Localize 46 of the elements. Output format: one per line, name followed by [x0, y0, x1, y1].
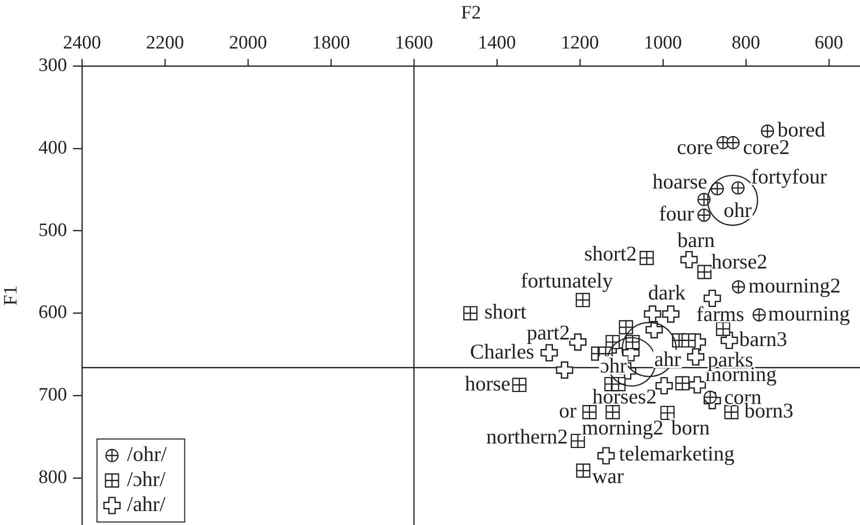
data-label: mourning [768, 301, 850, 326]
data-label: telemarketing [619, 441, 736, 466]
data-label: ɔhr [600, 353, 627, 378]
x-tick-label: 1000 [644, 32, 682, 54]
data-label: barn [677, 228, 716, 252]
x-tick-label: 2200 [146, 32, 184, 54]
data-label: war [592, 464, 624, 488]
data-label: northern2 [486, 424, 568, 448]
x-tick-label: 1200 [560, 32, 599, 54]
data-label: horse2 [711, 250, 768, 274]
legend-label: /ahr/ [127, 492, 166, 516]
data-label: fortyfour [751, 164, 827, 188]
x-tick-label: 2400 [63, 32, 101, 54]
y-tick-label: 400 [38, 137, 67, 158]
data-label: morning2 [582, 416, 664, 440]
data-label: short2 [584, 242, 637, 266]
data-label: fortunately [520, 268, 614, 293]
x-tick-label: 1600 [394, 32, 433, 54]
legend-label: /ɔhr/ [127, 467, 166, 492]
y-tick-label: 500 [38, 220, 67, 241]
data-label: hoarse [652, 169, 708, 194]
x-tick-label: 600 [814, 32, 844, 54]
data-label: born [671, 415, 710, 440]
x-tick-label: 1400 [478, 32, 516, 54]
data-label: dark [648, 280, 686, 305]
y-tick-label: 800 [38, 467, 67, 488]
y-tick-label: 700 [38, 384, 67, 406]
y-tick-label: 300 [38, 54, 67, 76]
y-axis-title: F1 [0, 285, 22, 306]
data-label: ahr [654, 346, 682, 371]
data-label: mourning2 [748, 273, 841, 298]
x-tick-label: 1800 [312, 32, 350, 54]
data-label: ohr [724, 198, 752, 222]
data-label: four [658, 202, 694, 226]
x-tick-label: 800 [732, 32, 760, 54]
data-label: farms [696, 302, 744, 326]
data-label: or [558, 398, 576, 423]
legend-label: /ohr/ [127, 442, 167, 466]
data-label: horse [464, 371, 510, 396]
data-label: short [484, 300, 527, 324]
data-label: core [676, 135, 714, 160]
x-axis-title: F2 [460, 2, 482, 24]
data-label: horses2 [592, 384, 657, 409]
data-label: barn3 [739, 326, 788, 351]
y-tick-label: 600 [38, 302, 67, 324]
x-tick-label: 2000 [228, 32, 267, 54]
